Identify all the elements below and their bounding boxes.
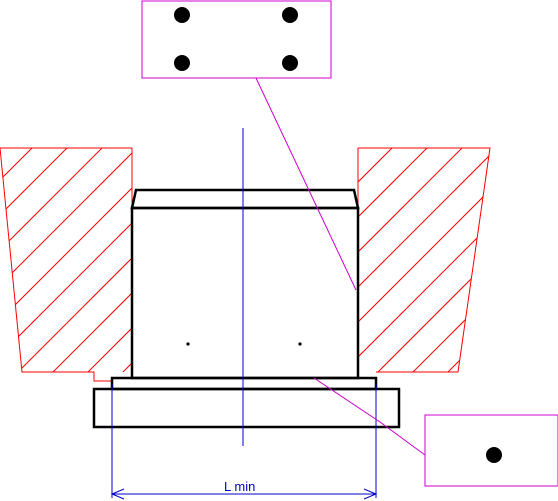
indicator-dot bbox=[174, 55, 190, 71]
arrowhead-left bbox=[110, 488, 125, 500]
right-wall-hatching bbox=[358, 148, 490, 372]
left-wall-hatching bbox=[0, 148, 132, 372]
reference-point bbox=[186, 342, 190, 346]
part-base bbox=[92, 387, 401, 429]
part-chamfer-top bbox=[130, 188, 360, 210]
indicator-dot bbox=[282, 7, 298, 23]
four-point-indicator-box bbox=[141, 0, 332, 79]
leader-line-top bbox=[255, 77, 357, 291]
part-collar bbox=[110, 376, 378, 391]
dimension-label: L min bbox=[224, 479, 255, 494]
indicator-dot bbox=[282, 55, 298, 71]
indicator-dot bbox=[174, 7, 190, 23]
leader-line-bottom bbox=[313, 377, 426, 456]
reference-points bbox=[186, 342, 302, 346]
indicator-dot bbox=[486, 447, 502, 463]
housing-outline bbox=[0, 147, 491, 382]
housing-section bbox=[0, 147, 491, 382]
callout-single-point bbox=[313, 377, 558, 487]
part-outline bbox=[92, 188, 401, 429]
callout-four-point bbox=[141, 0, 357, 291]
arrowhead-right bbox=[363, 488, 378, 500]
reference-point bbox=[298, 342, 302, 346]
part-body bbox=[130, 206, 360, 380]
dimension-l-min bbox=[110, 384, 378, 500]
